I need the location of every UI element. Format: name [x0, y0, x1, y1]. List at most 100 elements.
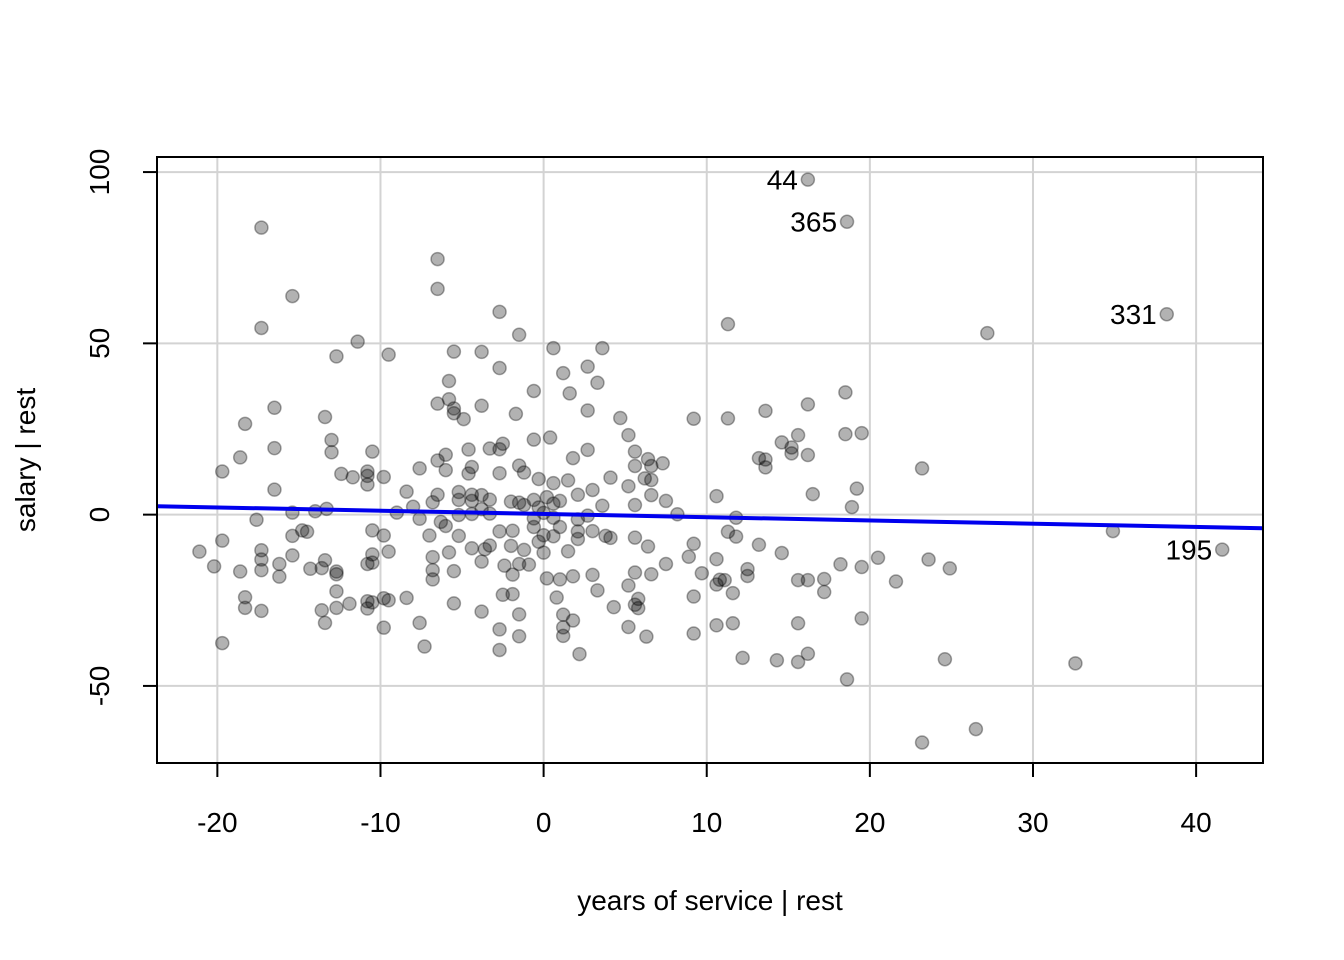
- data-point: [630, 600, 646, 616]
- data-point: [686, 536, 701, 552]
- data-point: [531, 534, 546, 549]
- data-point: [555, 365, 571, 381]
- data-point: [441, 391, 457, 407]
- data-point: [433, 514, 449, 530]
- data-point: [720, 411, 736, 426]
- data-point: [215, 533, 230, 548]
- data-point: [839, 672, 855, 687]
- data-point: [272, 569, 287, 584]
- data-point: [686, 626, 701, 641]
- data-point: [299, 524, 315, 540]
- data-point: [461, 466, 476, 481]
- data-point: [658, 556, 674, 572]
- data-point: [774, 435, 790, 450]
- data-point: [215, 635, 230, 651]
- data-point: [511, 495, 527, 510]
- data-point: [425, 549, 440, 565]
- data-point: [536, 545, 551, 560]
- x-tick-label: -10: [360, 807, 400, 838]
- data-point: [492, 465, 507, 481]
- data-point: [546, 528, 561, 544]
- labeled-data-point: [839, 214, 855, 229]
- data-point: [758, 403, 773, 419]
- data-point: [381, 593, 396, 608]
- data-point: [505, 523, 520, 538]
- data-point: [381, 544, 396, 559]
- data-point: [758, 460, 773, 475]
- data-point: [870, 550, 886, 566]
- data-point: [441, 373, 457, 389]
- data-point: [451, 484, 467, 500]
- data-point: [464, 540, 480, 556]
- data-point: [546, 475, 561, 491]
- data-point: [560, 544, 576, 559]
- y-tick-label: -50: [84, 666, 115, 706]
- data-point: [438, 447, 453, 462]
- point-labels: 44 365 331 195: [767, 165, 1212, 566]
- data-point: [555, 607, 571, 622]
- data-point: [539, 489, 555, 505]
- point-label: 44: [767, 165, 798, 196]
- data-point: [580, 403, 595, 418]
- data-point: [399, 590, 414, 606]
- data-point: [438, 518, 453, 534]
- data-point: [412, 461, 427, 476]
- data-point: [980, 325, 995, 341]
- data-point: [492, 642, 507, 658]
- data-point: [585, 567, 600, 583]
- data-point: [254, 562, 269, 578]
- data-point: [376, 528, 391, 543]
- data-point: [267, 400, 282, 416]
- data-point: [497, 558, 512, 573]
- data-point: [511, 629, 527, 644]
- data-point: [376, 620, 391, 635]
- data-point: [430, 487, 445, 503]
- data-point: [658, 493, 674, 509]
- plot-border: [156, 156, 1264, 764]
- data-point: [546, 340, 561, 356]
- data-point: [505, 567, 520, 582]
- data-point: [365, 547, 380, 562]
- data-point: [670, 507, 685, 522]
- data-point: [317, 409, 333, 425]
- data-point: [531, 471, 546, 487]
- data-point: [921, 552, 936, 567]
- data-point: [521, 557, 537, 572]
- data-point: [492, 441, 507, 457]
- data-point: [849, 481, 865, 496]
- data-point: [254, 320, 269, 336]
- data-point: [709, 577, 724, 592]
- data-point: [800, 646, 816, 661]
- fit-line: [156, 504, 1264, 531]
- data-point: [816, 571, 832, 587]
- data-point: [317, 615, 333, 631]
- data-point: [580, 442, 595, 458]
- data-point: [526, 432, 542, 447]
- data-point: [314, 560, 330, 576]
- data-point: [314, 602, 330, 618]
- data-point: [425, 572, 440, 587]
- data-point: [790, 427, 806, 443]
- x-axis: -20 -10 0 10 20 30 40: [197, 762, 1212, 838]
- data-point: [805, 486, 821, 502]
- data-point: [740, 568, 755, 584]
- data-point: [360, 464, 375, 479]
- data-point: [717, 572, 732, 588]
- data-point: [606, 599, 622, 615]
- data-point: [800, 572, 816, 588]
- data-point: [474, 554, 489, 569]
- data-point: [640, 539, 656, 554]
- data-point: [526, 492, 542, 508]
- data-point: [838, 426, 853, 442]
- data-point: [254, 603, 269, 619]
- x-tick-label: 20: [854, 807, 885, 838]
- data-point: [482, 492, 498, 507]
- point-label: 195: [1165, 535, 1212, 566]
- data-point: [728, 529, 744, 544]
- data-point: [914, 735, 930, 750]
- data-point: [546, 496, 561, 511]
- data-point: [232, 450, 248, 465]
- data-point: [425, 562, 440, 578]
- data-point: [751, 537, 767, 553]
- data-point: [495, 436, 511, 451]
